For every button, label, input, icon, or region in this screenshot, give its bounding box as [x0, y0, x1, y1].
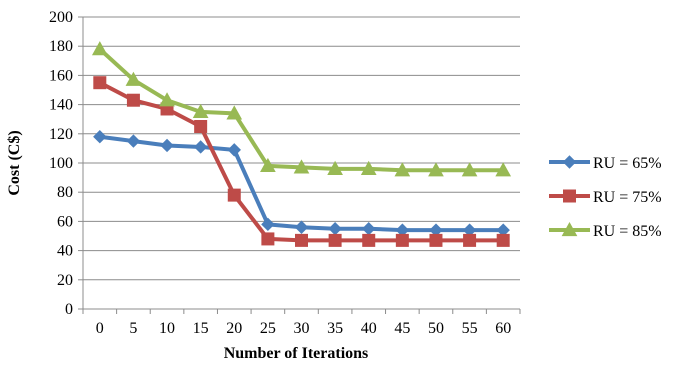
- axes: [78, 16, 521, 314]
- y-tick-label: 100: [49, 155, 73, 172]
- legend-marker: [563, 189, 576, 203]
- x-tick-label: 35: [327, 320, 343, 337]
- data-point: [126, 93, 140, 107]
- x-tick-label: 60: [495, 320, 511, 337]
- data-point: [226, 105, 243, 120]
- data-point: [160, 138, 174, 153]
- y-tick-label: 160: [49, 67, 73, 84]
- data-point: [91, 41, 108, 56]
- legend-marker: [561, 221, 578, 237]
- data-point: [260, 157, 276, 173]
- series-2: [93, 76, 510, 247]
- data-point: [194, 120, 208, 133]
- data-point: [93, 130, 107, 144]
- x-tick-label: 50: [428, 320, 444, 337]
- data-point: [327, 160, 343, 175]
- data-point: [295, 233, 308, 247]
- legend-item: RU = 75%: [549, 189, 662, 206]
- y-tick-label: 200: [49, 9, 73, 26]
- data-point: [428, 162, 444, 177]
- data-point: [495, 162, 512, 177]
- y-tick-label: 20: [57, 272, 73, 289]
- y-tick-label: 120: [49, 126, 73, 143]
- data-point: [227, 143, 241, 157]
- legend-marker: [562, 155, 577, 169]
- data-point: [293, 159, 310, 174]
- legend-label: RU = 65%: [593, 155, 662, 172]
- x-tick-label: 40: [361, 320, 377, 337]
- data-point: [93, 76, 107, 90]
- data-point: [429, 233, 443, 247]
- data-point: [328, 221, 342, 236]
- x-tick-label: 20: [226, 320, 242, 337]
- x-tick-label: 15: [193, 320, 209, 337]
- data-point: [362, 221, 376, 236]
- y-tick-label: 60: [57, 213, 73, 230]
- y-tick-label: 0: [65, 301, 73, 318]
- y-tick-labels: 0 20 40 60 80 100 120 140 160 180 200: [49, 9, 73, 318]
- data-point: [496, 233, 510, 247]
- x-tick-label: 25: [260, 320, 276, 337]
- x-tick-label: 45: [394, 320, 410, 337]
- data-point: [193, 140, 208, 154]
- x-tick-label: 5: [129, 320, 137, 337]
- legend-item: RU = 65%: [549, 155, 662, 172]
- y-tick-label: 40: [57, 243, 73, 260]
- data-point: [261, 217, 275, 232]
- x-tick-labels: 0 5 10 15 20 25 30 35 40 45 50 55 60: [96, 320, 511, 337]
- data-point: [192, 103, 209, 118]
- x-tick-label: 30: [294, 320, 310, 337]
- x-tick-label: 0: [96, 320, 104, 337]
- data-point: [261, 232, 275, 246]
- data-point: [126, 134, 141, 148]
- data-point: [463, 233, 477, 247]
- legend-label: RU = 75%: [593, 189, 662, 206]
- data-point: [360, 160, 377, 175]
- series-line: [99, 134, 504, 233]
- data-point: [328, 233, 342, 247]
- data-point: [294, 220, 309, 234]
- x-tick-label: 10: [159, 320, 175, 337]
- y-axis-title: Cost (C$): [6, 130, 23, 195]
- y-tick-label: 180: [49, 38, 73, 55]
- data-point: [362, 233, 376, 247]
- x-axis-title: Number of Iterations: [224, 345, 369, 362]
- data-point: [394, 162, 411, 177]
- y-tick-label: 80: [57, 184, 73, 201]
- x-tick-label: 55: [462, 320, 478, 337]
- data-point: [461, 162, 478, 177]
- series-1: [93, 130, 510, 237]
- y-tick-label: 140: [49, 97, 73, 114]
- data-point: [159, 92, 175, 107]
- data-point: [125, 71, 142, 86]
- legend: RU = 65% RU = 75% RU = 85%: [549, 155, 662, 240]
- series-line: [98, 47, 504, 173]
- series-3: [91, 41, 512, 177]
- legend-label: RU = 85%: [593, 223, 662, 240]
- data-point: [395, 233, 409, 247]
- series-group: [91, 41, 512, 247]
- legend-item: RU = 85%: [549, 221, 662, 240]
- data-point: [227, 188, 241, 202]
